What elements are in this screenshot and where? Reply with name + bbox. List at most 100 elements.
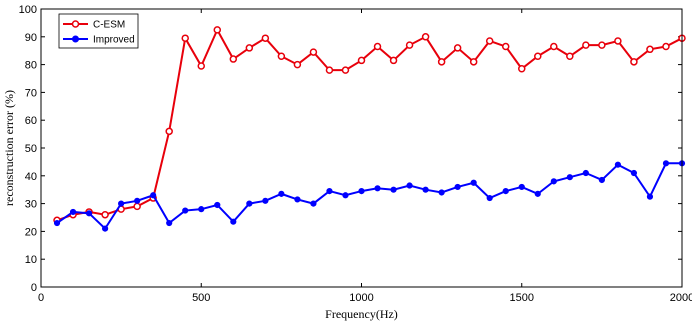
data-point-improved [550,178,557,185]
data-point-c-esm [181,34,189,42]
data-point-improved [69,208,77,216]
data-point-c-esm [373,42,382,51]
x-tick-label: 1500 [510,292,534,304]
y-tick-label: 70 [25,87,37,99]
y-tick-label: 80 [25,60,37,72]
data-point-improved [214,201,221,209]
legend-label-c-esm: C-ESM [93,20,125,31]
y-tick-label: 100 [19,4,37,16]
data-point-improved [230,218,237,225]
y-axis-label: reconstruction error (%) [2,90,16,206]
data-point-improved [118,200,125,207]
data-point-improved [342,192,349,199]
data-point-c-esm [101,210,109,219]
data-point-c-esm [534,52,542,61]
data-point-improved [358,187,365,195]
data-point-c-esm [229,55,238,63]
data-point-c-esm [485,37,494,45]
data-point-improved [662,160,670,167]
data-point-improved [326,187,333,195]
data-point-improved [85,210,93,217]
data-point-improved [198,206,205,213]
data-point-improved [630,169,638,177]
data-point-improved [374,185,381,192]
y-tick-label: 0 [31,282,37,294]
data-point-c-esm [277,52,286,61]
data-point-improved [502,187,509,195]
data-point-improved [182,207,189,214]
legend: C-ESM Improved [58,13,139,49]
y-tick-label: 50 [25,143,37,155]
data-point-improved [166,219,173,227]
y-tick-label: 30 [25,199,37,211]
data-point-improved [422,186,429,193]
data-point-improved [262,197,269,204]
data-point-c-esm [662,42,670,51]
data-point-improved [150,192,157,199]
data-point-c-esm [357,56,366,65]
data-point-c-esm [566,52,574,61]
x-tick-label: 1000 [349,292,373,304]
data-point-improved [406,182,413,189]
data-point-c-esm [309,48,318,56]
data-point-improved [486,194,493,202]
data-point-c-esm [469,58,478,66]
data-point-improved [438,189,445,196]
data-point-c-esm [293,60,302,69]
x-tick-label: 500 [192,292,210,304]
series-line-improved [56,162,682,231]
data-point-c-esm [421,33,430,41]
y-tick-label: 40 [25,171,37,183]
data-point-improved [614,161,622,168]
data-point-c-esm [341,66,350,74]
x-tick-label: 0 [38,292,44,304]
data-point-c-esm [614,37,622,45]
data-point-improved [582,169,589,177]
y-tick-label: 90 [25,32,37,44]
data-point-improved [102,225,109,232]
data-point-c-esm [213,26,222,34]
data-point-improved [53,219,61,227]
data-point-c-esm [550,42,558,51]
data-point-c-esm [630,58,638,66]
plot-frame [40,8,683,288]
data-point-improved [390,186,397,193]
x-tick-label: 2000 [670,292,692,304]
tick-group: 0 500 1000 1500 2000 0 10 20 30 40 50 60 70 80 90 100 [19,4,692,304]
data-point-c-esm [325,66,334,74]
data-point-improved [598,176,605,184]
data-point-improved [294,196,301,203]
data-point-improved [470,179,477,186]
data-point-c-esm [165,127,173,136]
legend-box [58,13,139,49]
data-point-c-esm [582,41,590,49]
legend-marker-c-esm [71,20,80,28]
data-point-c-esm [501,42,510,51]
data-point-c-esm [518,65,526,73]
data-point-c-esm [598,41,606,49]
data-point-c-esm [261,34,270,42]
legend-marker-improved [72,35,79,43]
data-point-improved [278,190,285,197]
data-point-c-esm [245,44,254,52]
y-tick-label: 10 [25,254,37,266]
data-point-improved [534,190,541,197]
data-point-improved [566,174,573,181]
data-point-improved [646,193,654,200]
data-point-improved [454,183,461,191]
series-line-c-esm [56,27,683,222]
data-point-improved [134,197,141,204]
data-point-c-esm [646,45,654,54]
data-point-improved [518,183,525,191]
legend-label-improved: Improved [93,35,135,46]
data-point-c-esm [405,41,414,49]
data-point-c-esm [133,202,141,211]
data-point-improved [246,200,253,207]
y-tick-label: 60 [25,115,37,127]
series-group [53,26,686,232]
data-point-improved [310,200,317,207]
data-point-c-esm [197,62,205,70]
y-tick-label: 20 [25,226,37,238]
data-point-c-esm [453,44,462,52]
